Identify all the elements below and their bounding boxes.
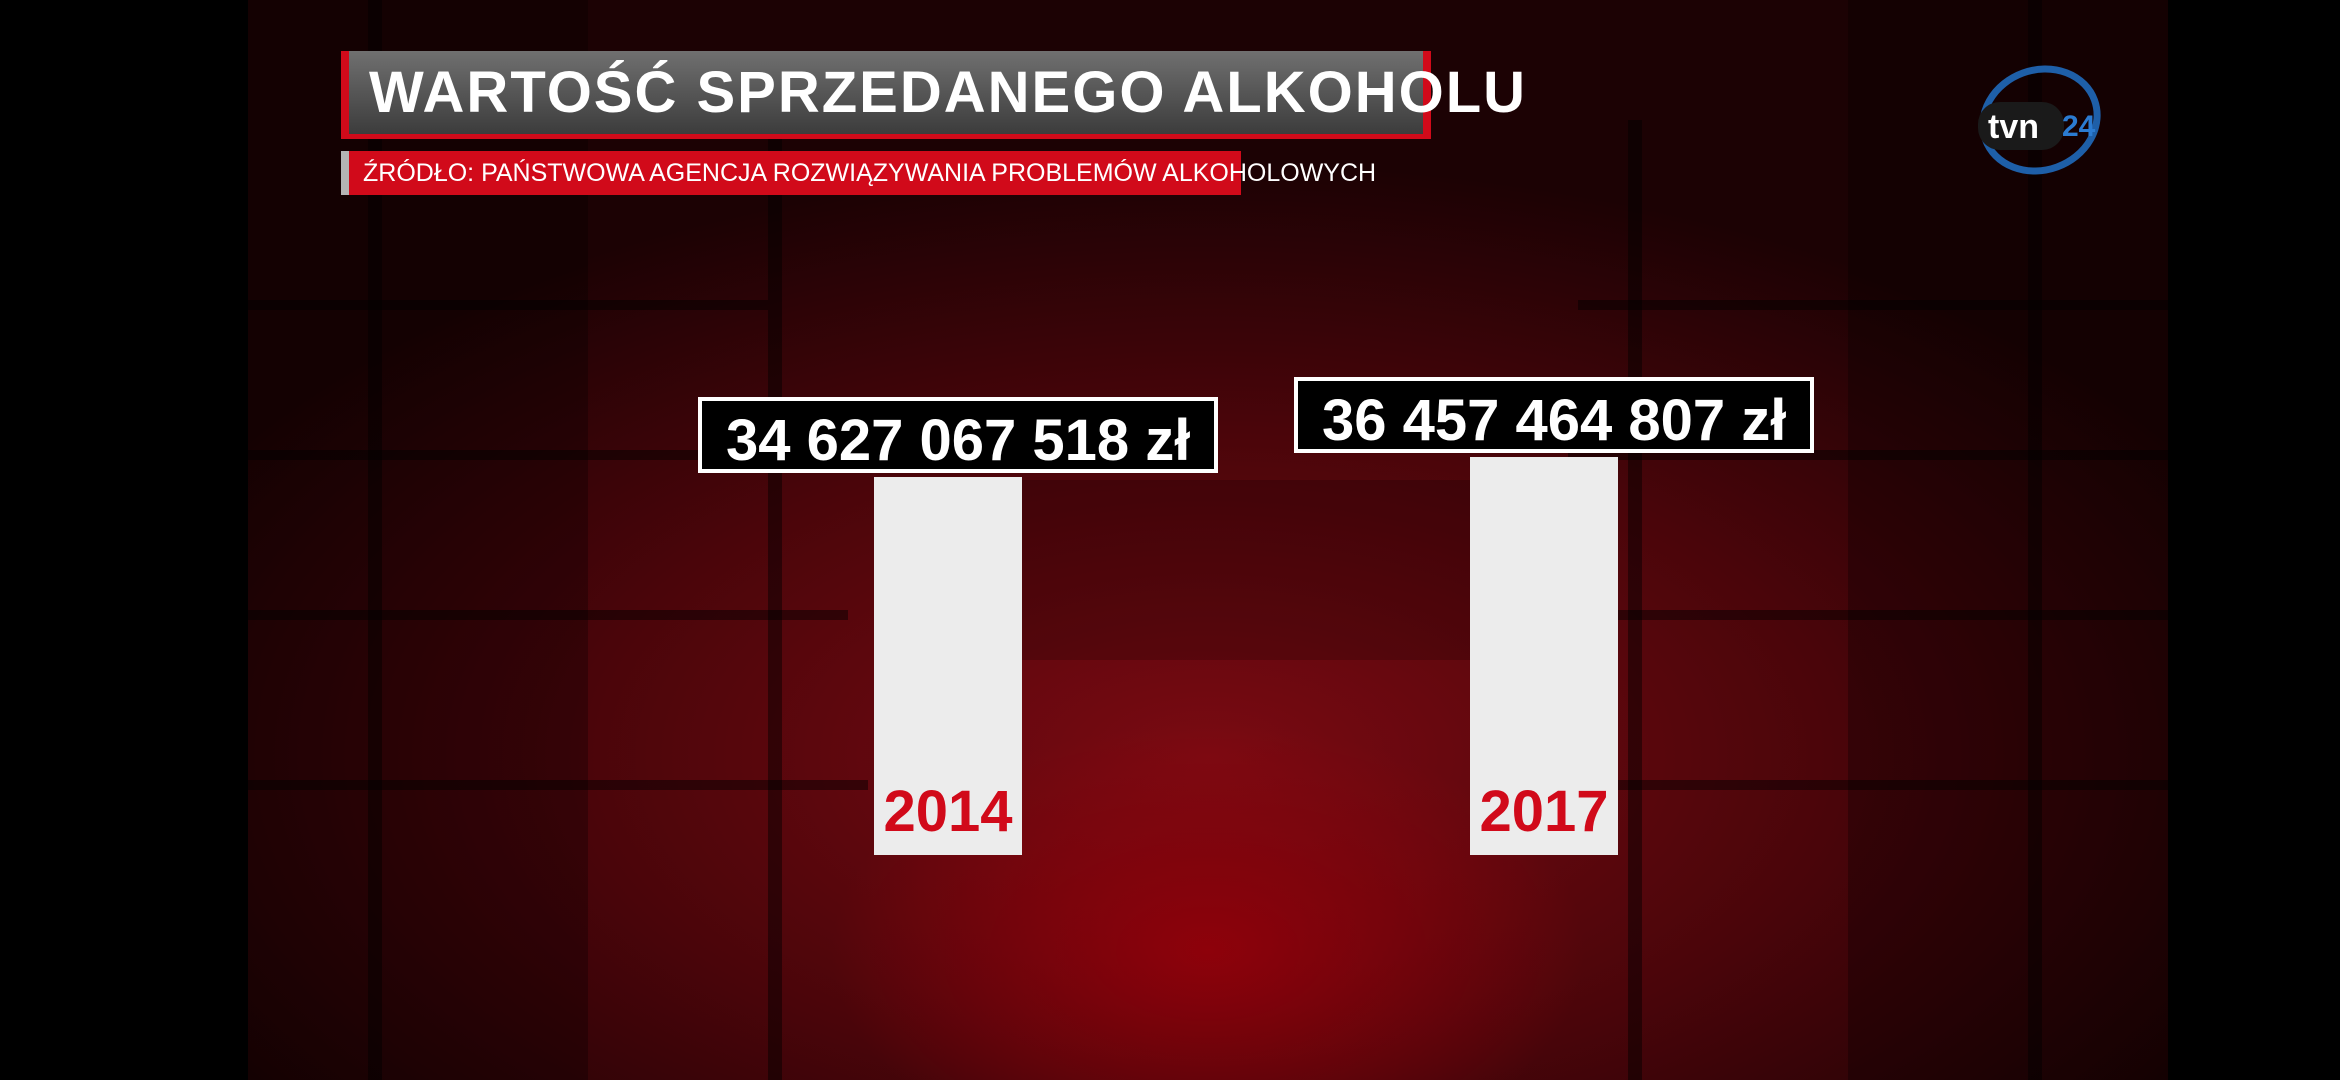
bar-2014: 2014 — [874, 477, 1022, 855]
broadcast-frame: WARTOŚĆ SPRZEDANEGO ALKOHOLU ŹRÓDŁO: PAŃ… — [248, 0, 2168, 1080]
value-label: 36 457 464 807 zł — [1294, 377, 1815, 454]
title-banner: WARTOŚĆ SPRZEDANEGO ALKOHOLU — [341, 51, 1525, 139]
bar-2017: 2017 — [1470, 457, 1618, 855]
tvn24-logo-icon: tvn 24 — [1978, 65, 2101, 175]
chart-subtitle: ŹRÓDŁO: PAŃSTWOWA AGENCJA ROZWIĄZYWANIA … — [363, 159, 1377, 187]
shelf-line — [248, 610, 848, 620]
shelf-line — [1548, 610, 2168, 620]
svg-text:24: 24 — [2062, 110, 2096, 143]
chart-title: WARTOŚĆ SPRZEDANEGO ALKOHOLU — [369, 60, 1528, 125]
shelf-post — [1628, 120, 1642, 1080]
category-label: 2014 — [883, 779, 1013, 844]
shelf-post — [768, 120, 782, 1080]
shelf-line — [1538, 780, 2168, 790]
value-label: 34 627 067 518 zł — [698, 397, 1219, 473]
shelf-line — [1578, 300, 2168, 310]
svg-text:tvn: tvn — [1988, 108, 2039, 146]
shelf-line — [248, 780, 868, 790]
shelf-line — [1568, 450, 2168, 460]
shelf-post — [368, 0, 382, 1080]
category-label: 2017 — [1479, 778, 1609, 844]
right-shelf — [1848, 0, 2168, 1080]
shelf-line — [248, 450, 808, 460]
shelf-post — [2028, 0, 2042, 1080]
source-banner: ŹRÓDŁO: PAŃSTWOWA AGENCJA ROZWIĄZYWANIA … — [341, 151, 1376, 195]
shelf-line — [248, 300, 768, 310]
